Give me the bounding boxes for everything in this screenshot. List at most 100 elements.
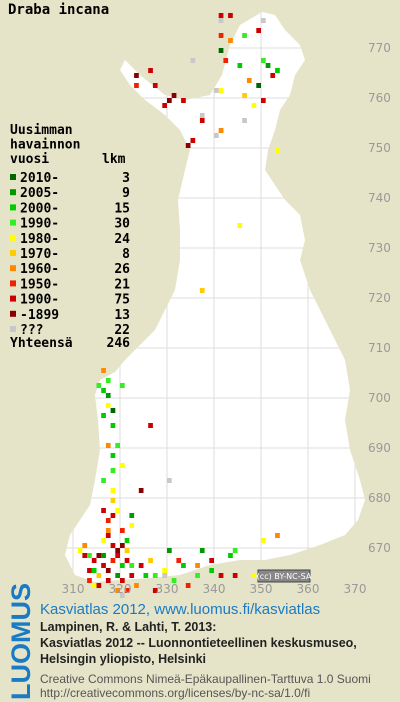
license-line: Creative Commons Nimeä-Epäkaupallinen-Ta… <box>40 672 371 686</box>
occurrence-square <box>199 548 205 553</box>
occurrence-square <box>129 523 135 528</box>
occurrence-square <box>190 58 196 63</box>
legend-swatch <box>10 234 16 241</box>
occurrence-square <box>237 223 243 228</box>
legend-label: 1990- <box>20 217 59 232</box>
occurrence-square <box>134 83 139 88</box>
license-line: http://creativecommons.org/licenses/by-n… <box>40 686 310 700</box>
occurrence-square <box>199 118 205 123</box>
occurrence-square <box>96 573 102 578</box>
occurrence-square <box>167 478 172 483</box>
occurrence-square <box>101 388 106 393</box>
occurrence-square <box>120 578 125 583</box>
occurrence-square <box>101 478 106 483</box>
occurrence-square <box>120 543 125 548</box>
legend-count: 3 <box>122 171 130 186</box>
easting-label: 350 <box>250 582 273 596</box>
occurrence-square <box>120 383 125 388</box>
occurrence-square <box>96 583 102 588</box>
occurrence-square <box>110 488 116 493</box>
occurrence-square <box>152 588 158 593</box>
occurrence-square <box>105 378 111 383</box>
occurrence-square <box>110 453 116 458</box>
legend-swatch <box>10 204 16 211</box>
occurrence-square <box>105 528 111 533</box>
easting-label: 360 <box>297 582 320 596</box>
legend-label: 1960- <box>20 262 59 277</box>
occurrence-square <box>209 558 214 563</box>
northing-label: 710 <box>368 341 391 355</box>
occurrence-square <box>101 508 106 513</box>
occurrence-square <box>124 588 130 593</box>
legend-label: 1970- <box>20 247 59 262</box>
occurrence-square <box>228 13 233 18</box>
legend-count: 13 <box>114 308 130 323</box>
logo: LUOMUS <box>6 583 36 700</box>
occurrence-square <box>162 573 167 578</box>
occurrence-square <box>270 73 276 78</box>
occurrence-square <box>209 568 214 573</box>
legend-count: 22 <box>114 323 130 338</box>
occurrence-square <box>228 553 233 558</box>
link[interactable]: Kasviatlas 2012, www.luomus.fi/kasviatla… <box>40 601 320 618</box>
occurrence-square <box>77 548 83 553</box>
occurrence-square <box>218 48 224 53</box>
occurrence-square <box>110 558 116 563</box>
occurrence-square <box>195 563 200 568</box>
occurrence-square <box>101 413 106 418</box>
legend-count-heading: lkm <box>102 152 126 167</box>
legend-heading: Uusimman <box>10 123 73 138</box>
occurrence-square <box>199 113 205 118</box>
occurrence-square <box>261 18 266 23</box>
legend-label: -1899 <box>20 308 59 323</box>
occurrence-square <box>115 548 120 553</box>
occurrence-square <box>256 28 261 33</box>
easting-label: 340 <box>203 582 226 596</box>
legend-swatch <box>10 189 16 196</box>
northing-label: 680 <box>368 491 391 505</box>
occurrence-square <box>96 553 102 558</box>
occurrence-square <box>129 513 135 518</box>
occurrence-square <box>134 583 139 588</box>
occurrence-square <box>251 573 257 578</box>
occurrence-square <box>115 588 120 593</box>
occurrence-square <box>143 573 149 578</box>
occurrence-square <box>148 68 153 73</box>
occurrence-square <box>218 18 224 23</box>
northing-label: 740 <box>368 191 391 205</box>
finland-outline <box>65 12 365 582</box>
occurrence-square <box>218 128 224 133</box>
citation-line: Lampinen, R. & Lahti, T. 2013: <box>40 620 216 634</box>
legend-label: ??? <box>20 323 43 338</box>
occurrence-square <box>120 463 125 468</box>
occurrence-square <box>265 63 271 68</box>
legend-label: 1980- <box>20 232 59 247</box>
easting-label: 370 <box>344 582 367 596</box>
occurrence-square <box>91 568 97 573</box>
occurrence-square <box>110 543 116 548</box>
occurrence-square <box>218 88 224 93</box>
badge-text: (cc) BY-NC-SA <box>257 572 312 581</box>
northing-label: 690 <box>368 441 391 455</box>
occurrence-square <box>232 573 238 578</box>
occurrence-square <box>242 33 247 38</box>
occurrence-square <box>91 558 97 563</box>
occurrence-square <box>195 573 200 578</box>
occurrence-square <box>115 508 120 513</box>
legend-swatch <box>10 219 16 226</box>
occurrence-square <box>176 558 182 563</box>
occurrence-square <box>152 83 158 88</box>
occurrence-square <box>110 468 116 473</box>
occurrence-square <box>232 548 238 553</box>
occurrence-square <box>228 38 233 43</box>
legend-count: 24 <box>114 232 130 247</box>
occurrence-square <box>218 573 224 578</box>
grid-labels: 770 760 750 740 730 720 710 700 690 680 670 310 320 3… <box>62 41 391 596</box>
occurrence-square <box>242 118 247 123</box>
northing-label: 730 <box>368 241 391 255</box>
legend-count: 21 <box>114 277 130 292</box>
occurrence-square <box>171 578 177 583</box>
northing-label: 750 <box>368 141 391 155</box>
